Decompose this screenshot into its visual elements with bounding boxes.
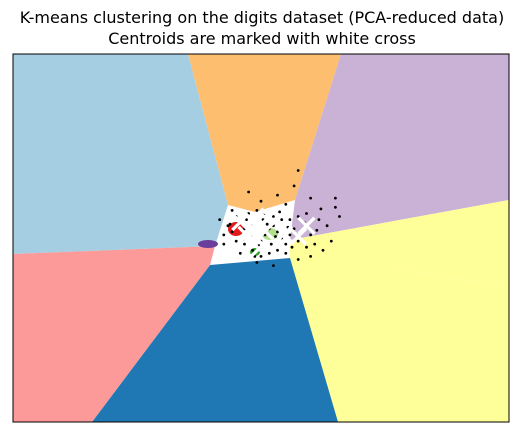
data-point-57 xyxy=(292,184,296,188)
data-point-56 xyxy=(338,215,341,218)
centroid-5 xyxy=(249,239,269,258)
data-point-13 xyxy=(284,242,288,246)
cluster-region-3 xyxy=(290,54,509,240)
data-point-25 xyxy=(243,242,246,246)
data-point-67 xyxy=(269,242,273,246)
data-point-59 xyxy=(247,190,251,194)
data-point-76 xyxy=(319,207,323,211)
data-point-21 xyxy=(230,230,234,234)
centroid-8 xyxy=(297,216,316,235)
data-point-22 xyxy=(226,224,230,228)
data-point-38 xyxy=(305,212,308,215)
data-point-52 xyxy=(259,199,263,203)
data-point-62 xyxy=(265,222,269,226)
cluster-region-1 xyxy=(13,54,228,254)
cluster-region-7 xyxy=(13,246,215,422)
data-point-69 xyxy=(290,245,294,249)
data-point-39 xyxy=(317,218,321,222)
data-point-29 xyxy=(276,248,279,252)
data-point-53 xyxy=(284,202,288,206)
data-point-30 xyxy=(284,251,288,255)
centroid-markers xyxy=(231,207,316,258)
centroid-9 xyxy=(260,207,279,226)
data-point-34 xyxy=(272,215,275,218)
data-point-49 xyxy=(222,242,226,246)
data-point-42 xyxy=(329,239,333,243)
centroid-10 xyxy=(245,227,264,246)
data-point-50 xyxy=(218,218,222,222)
data-point-75 xyxy=(278,210,281,214)
data-point-23 xyxy=(222,233,226,237)
data-point-37 xyxy=(296,215,300,218)
data-point-47 xyxy=(255,261,259,264)
data-point-51 xyxy=(230,209,234,212)
centroid-3 xyxy=(256,222,275,241)
data-point-46 xyxy=(272,264,275,267)
data-point-68 xyxy=(245,218,248,222)
data-point-54 xyxy=(309,196,312,200)
data-point-72 xyxy=(228,222,232,226)
cluster-regions xyxy=(13,54,509,422)
plot-area xyxy=(13,54,509,422)
data-point-20 xyxy=(313,242,317,246)
cluster-patch-1 xyxy=(198,240,218,248)
data-point-45 xyxy=(296,258,300,261)
plot-frame xyxy=(12,53,510,423)
data-point-24 xyxy=(234,239,238,243)
data-point-26 xyxy=(251,248,255,252)
chart-title: K-means clustering on the digits dataset… xyxy=(20,8,504,27)
data-point-60 xyxy=(276,193,279,197)
data-point-58 xyxy=(296,169,300,172)
chart-subtitle: Centroids are marked with white cross xyxy=(108,29,416,48)
data-point-18 xyxy=(305,245,308,249)
data-point-19 xyxy=(309,233,312,237)
data-point-64 xyxy=(274,235,277,238)
data-point-48 xyxy=(238,251,242,255)
data-point-40 xyxy=(325,224,329,228)
data-point-36 xyxy=(288,218,292,222)
data-point-35 xyxy=(280,218,284,222)
data-point-14 xyxy=(288,233,292,237)
cluster-region-2 xyxy=(188,54,341,212)
data-point-28 xyxy=(267,251,271,255)
data-point-41 xyxy=(334,205,337,209)
data-point-27 xyxy=(259,255,263,258)
centroid-6 xyxy=(274,225,293,244)
cluster-region-5 xyxy=(338,268,509,422)
data-point-71 xyxy=(315,228,319,232)
cluster-region-6 xyxy=(92,258,338,422)
data-point-11 xyxy=(276,230,279,234)
data-point-16 xyxy=(296,239,300,243)
data-point-55 xyxy=(334,196,337,200)
data-point-44 xyxy=(309,255,312,258)
centroid-4 xyxy=(231,212,250,232)
cluster-region-4 xyxy=(290,200,509,422)
data-point-43 xyxy=(321,248,325,252)
centroid-7 xyxy=(289,227,308,246)
data-point-32 xyxy=(255,209,259,212)
